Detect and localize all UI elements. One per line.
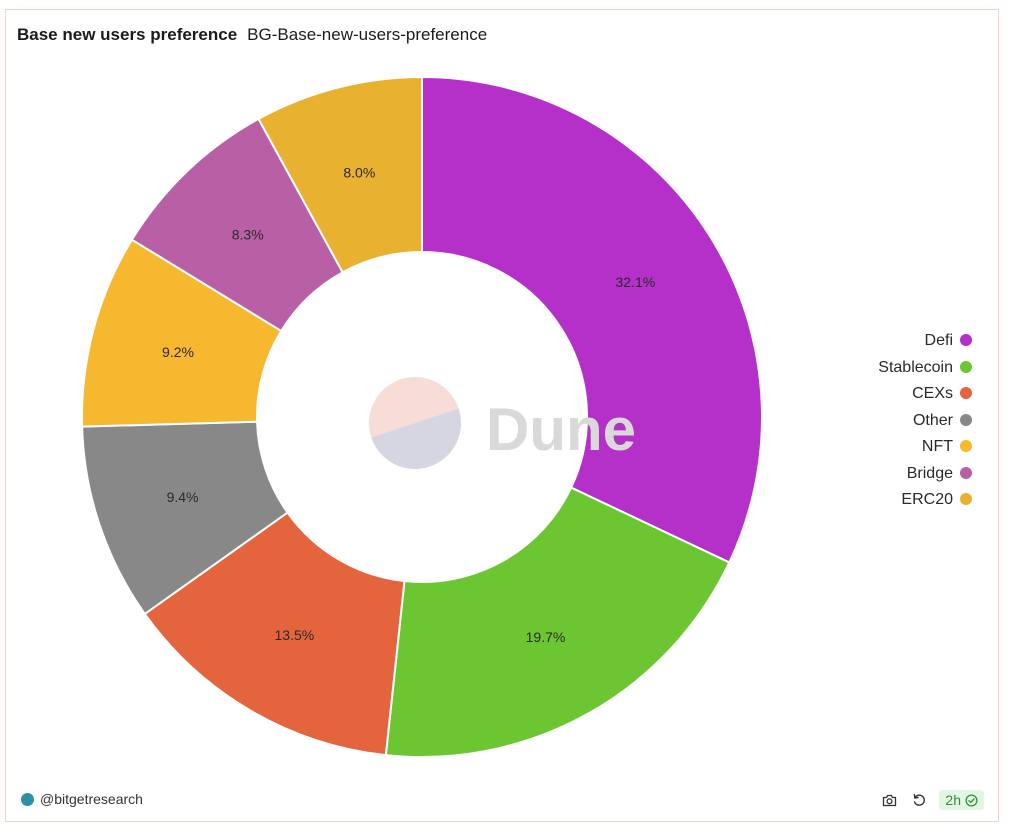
legend-item-other[interactable]: Other bbox=[878, 408, 972, 435]
refresh-icon[interactable] bbox=[909, 790, 929, 810]
chart-card: Base new users preference BG-Base-new-use… bbox=[5, 9, 999, 822]
legend-label: Stablecoin bbox=[878, 358, 953, 376]
legend-item-erc20[interactable]: ERC20 bbox=[878, 487, 972, 514]
slice-cexs[interactable] bbox=[143, 511, 406, 757]
legend-swatch bbox=[960, 413, 972, 426]
author-name: @bitgetresearch bbox=[40, 791, 143, 807]
data-label-erc20: 8.0% bbox=[343, 164, 375, 180]
legend-item-defi[interactable]: Defi bbox=[878, 328, 972, 355]
data-label-defi: 32.1% bbox=[615, 274, 655, 290]
legend-swatch bbox=[960, 440, 972, 452]
legend-label: Bridge bbox=[906, 464, 953, 482]
legend-swatch bbox=[960, 493, 972, 505]
slice-stablecoin[interactable] bbox=[384, 486, 731, 758]
dune-watermark-text: Dune bbox=[486, 396, 636, 463]
data-label-stablecoin: 19.7% bbox=[526, 629, 566, 645]
legend-item-stablecoin[interactable]: Stablecoin bbox=[878, 355, 972, 382]
legend-swatch bbox=[960, 334, 972, 346]
legend-item-cexs[interactable]: CEXs bbox=[878, 381, 972, 408]
legend-label: Defi bbox=[924, 332, 953, 349]
slice-erc20[interactable] bbox=[257, 75, 423, 274]
legend-swatch bbox=[960, 466, 972, 479]
slice-defi[interactable] bbox=[421, 75, 763, 564]
data-label-cexs: 13.5% bbox=[275, 627, 315, 643]
legend-item-bridge[interactable]: Bridge bbox=[878, 461, 972, 488]
legend-label: NFT bbox=[921, 438, 953, 455]
chart-legend: Defi Stablecoin CEXs Other NFT Bridge ERC20 bbox=[878, 328, 972, 514]
legend-item-nft[interactable]: NFT bbox=[878, 434, 972, 461]
author-link[interactable]: @bitgetresearch bbox=[21, 791, 143, 807]
freshness-badge[interactable]: 2h bbox=[939, 790, 984, 810]
legend-label: ERC20 bbox=[901, 491, 953, 508]
data-label-bridge: 8.3% bbox=[232, 226, 264, 242]
chart-title: Base new users preference bbox=[17, 25, 238, 44]
data-label-other: 9.4% bbox=[167, 489, 199, 505]
footer-actions: 2h bbox=[879, 790, 984, 810]
donut-chart: 32.1% 19.7% 13.5% 9.4% 9.2% 8.3% 8.0% Dune bbox=[81, 75, 763, 758]
chart-header: Base new users preference BG-Base-new-use… bbox=[17, 25, 487, 45]
dune-logo-watermark: Dune bbox=[369, 377, 636, 469]
legend-label: Other bbox=[912, 411, 953, 429]
legend-swatch bbox=[960, 387, 972, 399]
data-label-nft: 9.2% bbox=[162, 344, 194, 360]
check-circle-icon bbox=[965, 793, 978, 807]
camera-icon[interactable] bbox=[879, 790, 899, 810]
avatar bbox=[21, 793, 34, 806]
legend-swatch bbox=[960, 360, 972, 373]
chart-subtitle: BG-Base-new-users-preference bbox=[247, 25, 488, 44]
legend-label: CEXs bbox=[912, 385, 953, 402]
age-text: 2h bbox=[945, 792, 961, 808]
